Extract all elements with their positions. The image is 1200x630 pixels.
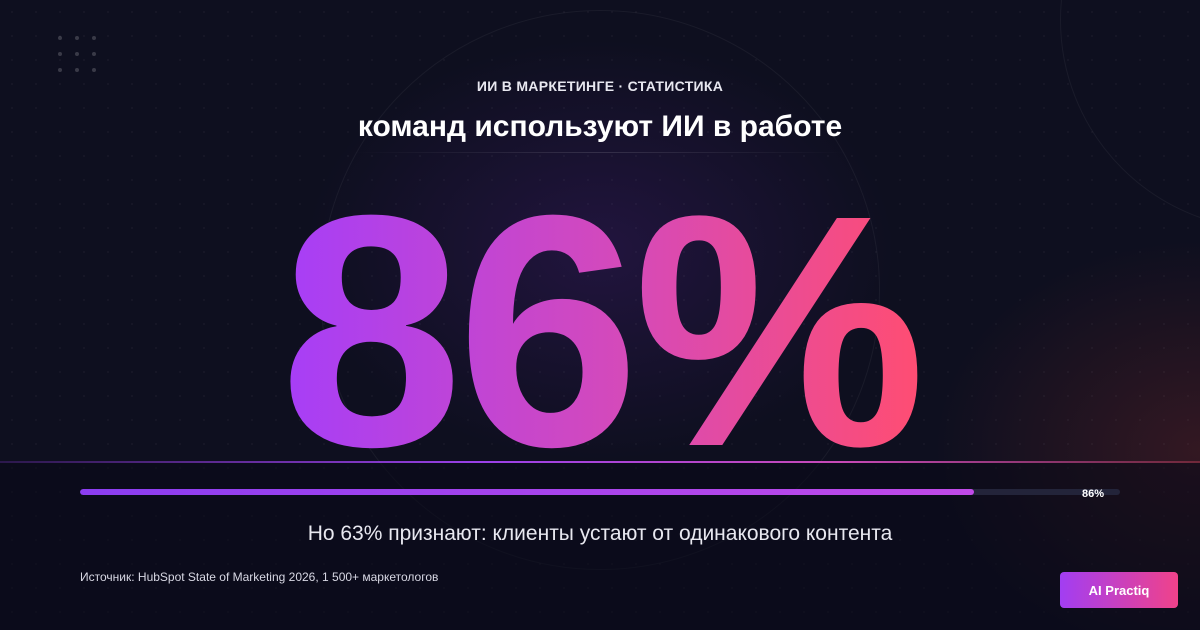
progress-bar (80, 489, 1120, 495)
progress-fill (80, 489, 975, 495)
brand-button[interactable]: AI Practiq (1060, 572, 1178, 608)
kicker-label: ИИ В МАРКЕТИНГЕ · СТАТИСТИКА (476, 78, 724, 94)
big-stat-text: 86% (280, 175, 921, 465)
big-stat-value: 86% (280, 175, 927, 465)
decorative-dots (58, 36, 97, 72)
source-note: Источник: HubSpot State of Marketing 202… (80, 570, 439, 584)
headline: команд используют ИИ в работе (357, 110, 843, 143)
subline: Но 63% признают: клиенты устают от одина… (307, 522, 893, 545)
progress-label: 86% (1082, 488, 1105, 500)
headline-underline (350, 152, 850, 153)
section-divider (0, 461, 1200, 463)
